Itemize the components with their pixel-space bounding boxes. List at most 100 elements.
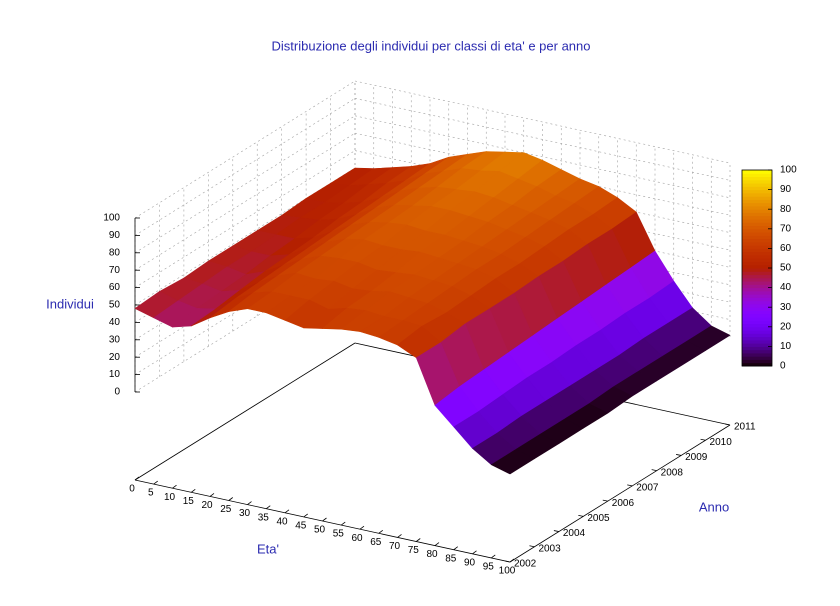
x-tick: [209, 493, 215, 497]
x-tick-label: 25: [220, 504, 232, 515]
z-tick-label: 10: [109, 369, 121, 380]
colorbox-slice: [742, 300, 772, 305]
z-tick-label: 80: [109, 247, 121, 258]
colorbox-slice: [742, 290, 772, 295]
z-tick-label: 0: [114, 387, 120, 398]
colorbox-slice: [742, 323, 772, 328]
colorbox-slice: [742, 186, 772, 191]
x-tick: [434, 542, 440, 546]
x-tick-label: 45: [295, 521, 307, 532]
grid-line: [134, 132, 356, 271]
x-tick-label: 0: [129, 484, 135, 495]
x-tick-label: 95: [483, 562, 495, 573]
y-tick: [553, 530, 559, 532]
grid-line: [134, 115, 356, 254]
colorbox-slice: [742, 317, 772, 321]
x-tick: [472, 550, 477, 555]
y-tick-label: 2011: [734, 422, 756, 433]
x-tick-label: 20: [201, 500, 213, 511]
colorbox-slice: [742, 326, 772, 331]
y-tick: [700, 438, 706, 441]
y-tick: [627, 484, 633, 487]
colorbox-slice: [742, 264, 772, 269]
colorbox-tick-label: 100: [780, 165, 797, 176]
colorbox-slice: [742, 333, 772, 338]
x-tick: [266, 505, 271, 510]
y-tick-label: 2006: [612, 498, 635, 509]
floor-edge: [509, 424, 731, 563]
x-tick: [303, 513, 308, 518]
colorbox-tick-label: 40: [780, 282, 792, 293]
colorbox-slice: [742, 294, 772, 298]
colorbox-slice: [742, 359, 772, 364]
colorbox-slice: [742, 268, 772, 272]
z-tick-label: 90: [109, 230, 121, 241]
z-tick-label: 40: [109, 317, 121, 328]
y-tick-label: 2005: [587, 513, 610, 524]
surface: [134, 151, 731, 475]
grid-line: [134, 150, 356, 288]
x-tick: [491, 554, 496, 559]
chart-title: Distribuzione degli individui per classi…: [272, 38, 591, 53]
y-axis-label: Anno: [699, 499, 729, 514]
x-tick-label: 40: [276, 516, 288, 527]
y-tick-label: 2007: [636, 483, 659, 494]
grid-line: [354, 115, 731, 199]
x-tick: [284, 509, 290, 514]
colorbox-slice: [742, 196, 772, 200]
x-tick-label: 5: [148, 488, 154, 499]
colorbox-slice: [742, 228, 772, 233]
colorbox-slice: [742, 310, 772, 315]
grid-line: [134, 80, 356, 219]
colorbox-slice: [742, 199, 772, 204]
x-tick: [322, 517, 327, 522]
x-tick-label: 30: [239, 508, 251, 519]
colorbox-slice: [742, 251, 772, 256]
y-tick-label: 2010: [710, 437, 733, 448]
grid-line: [354, 80, 731, 164]
colorbox-slice: [742, 297, 772, 302]
colorbox-slice: [742, 274, 772, 279]
colorbox-slice: [742, 232, 772, 236]
y-tick: [602, 499, 608, 502]
colorbox-slice: [742, 261, 772, 266]
colorbox-slice: [742, 215, 772, 220]
z-tick-label: 30: [109, 334, 121, 345]
colorbox-slice: [742, 281, 772, 285]
colorbox-tick-label: 70: [780, 223, 792, 234]
colorbox-slice: [742, 225, 772, 230]
x-tick-label: 55: [333, 529, 345, 540]
colorbox-slice: [742, 202, 772, 207]
colorbox-slice: [742, 303, 772, 308]
colorbox-slice: [742, 189, 772, 194]
colorbox-slice: [742, 349, 772, 354]
x-tick-label: 85: [445, 553, 457, 564]
colorbox-slice: [742, 241, 772, 246]
x-tick-label: 90: [464, 557, 476, 568]
colorbox-slice: [742, 313, 772, 318]
z-tick-label: 70: [109, 265, 121, 276]
colorbox-slice: [742, 320, 772, 325]
z-tick-label: 60: [109, 282, 121, 293]
y-tick-label: 2009: [685, 452, 708, 463]
colorbox-slice: [742, 330, 772, 334]
x-tick: [153, 480, 158, 485]
colorbox-tick-label: 10: [780, 341, 792, 352]
colorbox-slice: [742, 205, 772, 210]
colorbox-slice: [742, 362, 772, 367]
x-tick-label: 10: [164, 492, 176, 503]
x-tick-label: 15: [183, 496, 195, 507]
colorbox-slice: [742, 277, 772, 282]
x-tick: [509, 558, 515, 563]
x-tick: [453, 546, 458, 551]
x-tick: [397, 534, 402, 538]
colorbox-tick-label: 50: [780, 263, 792, 274]
colorbox-slice: [742, 245, 772, 249]
y-tick-label: 2003: [538, 543, 561, 554]
floor-edge: [134, 342, 356, 481]
z-tick-label: 50: [109, 300, 121, 311]
y-tick: [676, 454, 682, 456]
x-tick: [378, 529, 383, 534]
x-tick-label: 75: [408, 545, 420, 556]
colorbox-slice: [742, 339, 772, 344]
